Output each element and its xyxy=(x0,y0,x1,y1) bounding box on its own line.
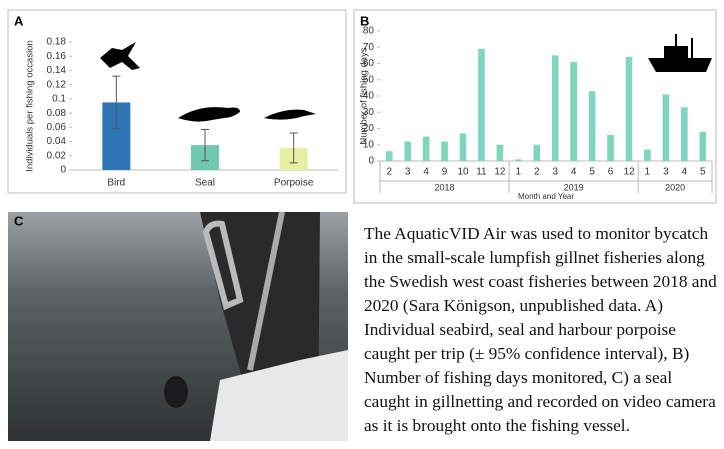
bar xyxy=(422,136,430,161)
y-tick-label: 20 xyxy=(363,123,375,134)
x-axis-label: Month and Year xyxy=(518,192,574,201)
group-label: 2019 xyxy=(564,182,584,192)
bar xyxy=(681,107,688,161)
bar xyxy=(644,149,651,161)
y-tick-label: 70 xyxy=(363,42,375,53)
x-tick-label: 2 xyxy=(534,167,540,178)
group-label: 2020 xyxy=(665,182,685,192)
x-tick-label: 1 xyxy=(516,167,522,178)
caption: The AquaticVID Air was used to monitor b… xyxy=(364,224,717,435)
y-tick-label: 30 xyxy=(363,107,375,118)
y-tick-label: 0.18 xyxy=(47,37,67,48)
bar xyxy=(533,144,541,161)
photo xyxy=(8,211,348,441)
y-tick-label: 80 xyxy=(363,26,375,37)
y-axis-label: Individuals per fishing occasion xyxy=(25,40,36,172)
bar xyxy=(515,159,522,161)
bar xyxy=(625,57,633,161)
panel-label: A xyxy=(14,13,24,28)
seal-icon xyxy=(178,107,240,122)
x-tick-label: 1 xyxy=(645,167,651,178)
bar xyxy=(588,91,596,161)
x-tick-label: 4 xyxy=(571,167,577,178)
y-tick-label: 60 xyxy=(363,58,375,69)
x-tick-label: Porpoise xyxy=(274,178,314,189)
bar xyxy=(699,131,707,161)
x-tick-label: 5 xyxy=(589,167,595,178)
panel-label: B xyxy=(360,13,369,28)
y-tick-label: 0 xyxy=(60,165,66,176)
y-tick-label: 0.04 xyxy=(47,136,67,147)
bar xyxy=(607,135,614,161)
panel-b-frame xyxy=(353,9,717,204)
bar xyxy=(551,55,559,161)
y-tick-label: 0.16 xyxy=(47,51,67,62)
x-tick-label: 3 xyxy=(663,167,669,178)
y-tick-label: 0.12 xyxy=(47,79,67,90)
bar xyxy=(441,141,448,161)
x-tick-label: 2 xyxy=(386,167,392,178)
x-tick-label: 5 xyxy=(700,167,706,178)
x-tick-label: 12 xyxy=(623,167,635,178)
bar xyxy=(662,94,670,161)
x-tick-label: 9 xyxy=(442,167,448,178)
y-tick-label: 0.02 xyxy=(47,150,67,161)
y-tick-label: 0 xyxy=(368,156,374,167)
bird-icon xyxy=(100,42,140,70)
y-axis-label: Number of fishing days xyxy=(359,47,370,144)
panel-label: C xyxy=(14,213,24,228)
bar xyxy=(570,61,577,161)
x-tick-label: Bird xyxy=(107,178,125,189)
bar xyxy=(459,133,467,161)
x-tick-label: Seal xyxy=(195,178,215,189)
group-label: 2018 xyxy=(435,182,455,192)
y-tick-label: 0.14 xyxy=(47,65,67,76)
x-tick-label: 10 xyxy=(457,167,469,178)
y-tick-label: 0.1 xyxy=(52,94,66,105)
x-tick-label: 4 xyxy=(682,167,688,178)
x-tick-label: 4 xyxy=(423,167,429,178)
y-tick-label: 50 xyxy=(363,74,375,85)
y-tick-label: 0.06 xyxy=(47,122,67,133)
porpoise-icon xyxy=(264,109,316,120)
y-tick-label: 10 xyxy=(363,139,375,150)
x-tick-label: 12 xyxy=(494,167,506,178)
x-tick-label: 3 xyxy=(405,167,411,178)
x-tick-label: 6 xyxy=(608,167,614,178)
x-tick-label: 11 xyxy=(476,167,487,178)
y-tick-label: 0.08 xyxy=(47,108,67,119)
y-tick-label: 40 xyxy=(363,91,375,102)
bar xyxy=(496,144,504,161)
x-tick-label: 3 xyxy=(552,167,558,178)
bar xyxy=(404,141,411,161)
boat-icon xyxy=(648,34,712,72)
bar xyxy=(385,151,393,161)
bar xyxy=(478,48,485,161)
